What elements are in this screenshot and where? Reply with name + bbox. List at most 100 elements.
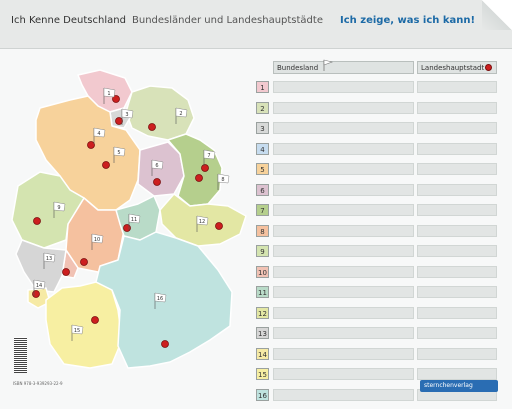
column-header-capital: Landeshauptstadt [417,61,497,74]
capital-answer-field-5[interactable] [417,163,497,175]
state-answer-field-10[interactable] [273,266,414,278]
row-number-16: 16 [256,389,269,401]
map-flag-16: 16 [154,292,167,309]
capital-dot-11[interactable] [123,224,131,232]
header-bar: Ich Kenne Deutschland Bundesländer und L… [0,0,512,49]
capital-answer-field-6[interactable] [417,184,497,196]
row-number-4: 4 [256,143,269,155]
state-15-region[interactable] [45,281,123,369]
state-answer-field-9[interactable] [273,245,414,257]
row-number-2: 2 [256,102,269,114]
row-number-15: 15 [256,368,269,380]
column-header-state-label: Bundesland [277,64,319,72]
capital-dot-2[interactable] [148,123,156,131]
map-flag-label-15: 15 [74,328,80,334]
capital-dot-5[interactable] [102,161,110,169]
map-flag-label-3: 3 [125,112,128,118]
capital-dot-14[interactable] [32,290,40,298]
state-answer-field-7[interactable] [273,204,414,216]
map-flag-5: 5 [113,146,126,163]
map-flag-label-11: 11 [131,217,137,223]
row-number-1: 1 [256,81,269,93]
state-answer-field-6[interactable] [273,184,414,196]
state-answer-field-4[interactable] [273,143,414,155]
capital-answer-field-2[interactable] [417,102,497,114]
row-number-5: 5 [256,163,269,175]
state-9-region[interactable] [11,171,85,249]
capital-dot-13[interactable] [62,268,70,276]
capital-dot-6[interactable] [153,178,161,186]
capital-dot-15[interactable] [91,316,99,324]
state-answer-field-12[interactable] [273,307,414,319]
map-flag-label-2: 2 [179,111,182,117]
slogan: Ich zeige, was ich kann! [340,15,476,26]
map-flag-label-10: 10 [94,237,100,243]
state-answer-field-13[interactable] [273,327,414,339]
map-flag-10: 10 [91,233,104,250]
state-answer-field-8[interactable] [273,225,414,237]
capital-answer-field-3[interactable] [417,122,497,134]
capital-dot-1[interactable] [112,95,120,103]
capital-answer-field-14[interactable] [417,348,497,360]
capital-dot-3[interactable] [115,117,123,125]
map-flag-13: 13 [43,252,56,269]
map-flag-9: 9 [53,201,66,218]
capital-answer-field-9[interactable] [417,245,497,257]
row-number-7: 7 [256,204,269,216]
capital-dot-8[interactable] [215,222,223,230]
state-13-region[interactable] [15,239,67,293]
barcode [14,337,27,373]
publisher-logo: sternchenverlag [420,380,498,392]
capital-answer-field-7[interactable] [417,204,497,216]
isbn-text: ISBN 978-3-939293-22-9 [13,381,63,386]
capital-dot-16[interactable] [161,340,169,348]
state-answer-field-15[interactable] [273,368,414,380]
capital-dot-9[interactable] [33,217,41,225]
state-answer-field-11[interactable] [273,286,414,298]
row-number-6: 6 [256,184,269,196]
page-curl-decoration [482,0,512,30]
capital-answer-field-12[interactable] [417,307,497,319]
map-flag-2: 2 [175,107,188,124]
state-answer-field-1[interactable] [273,81,414,93]
map-flag-6: 6 [151,159,164,176]
map-flag-label-16: 16 [157,296,163,302]
row-number-14: 14 [256,348,269,360]
capital-answer-field-1[interactable] [417,81,497,93]
row-number-10: 10 [256,266,269,278]
capital-answer-field-8[interactable] [417,225,497,237]
map-flag-1: 1 [103,87,116,104]
map-flag-8: 8 [217,173,230,190]
capital-answer-field-11[interactable] [417,286,497,298]
map-flag-label-14: 14 [36,283,42,289]
map-flag-label-9: 9 [57,205,60,211]
capital-dot-12[interactable] [195,174,203,182]
map-flag-label-4: 4 [97,131,100,137]
map-flag-4: 4 [93,127,106,144]
state-answer-field-2[interactable] [273,102,414,114]
state-answer-field-3[interactable] [273,122,414,134]
capital-dot-10[interactable] [80,258,88,266]
row-number-9: 9 [256,245,269,257]
capital-dot-4[interactable] [87,141,95,149]
capital-dot-7[interactable] [201,164,209,172]
capital-answer-field-10[interactable] [417,266,497,278]
state-answer-field-16[interactable] [273,389,414,401]
capital-answer-field-15[interactable] [417,368,497,380]
map-flag-11: 11 [128,213,141,230]
map-flag-label-13: 13 [46,256,52,262]
capital-answer-field-13[interactable] [417,327,497,339]
capital-markers [32,95,223,348]
capital-answer-field-4[interactable] [417,143,497,155]
state-answer-field-5[interactable] [273,163,414,175]
publisher-logo-text: sternchenverlag [424,382,473,389]
row-number-11: 11 [256,286,269,298]
map-flag-label-7: 7 [207,153,210,159]
page-subtitle: Bundesländer und Landeshauptstädte [132,15,323,26]
map-flag-7: 7 [203,149,216,166]
state-5-region[interactable] [35,95,141,211]
state-answer-field-14[interactable] [273,348,414,360]
map-flag-label-5: 5 [117,150,120,156]
map-flag-label-1: 1 [107,91,110,97]
